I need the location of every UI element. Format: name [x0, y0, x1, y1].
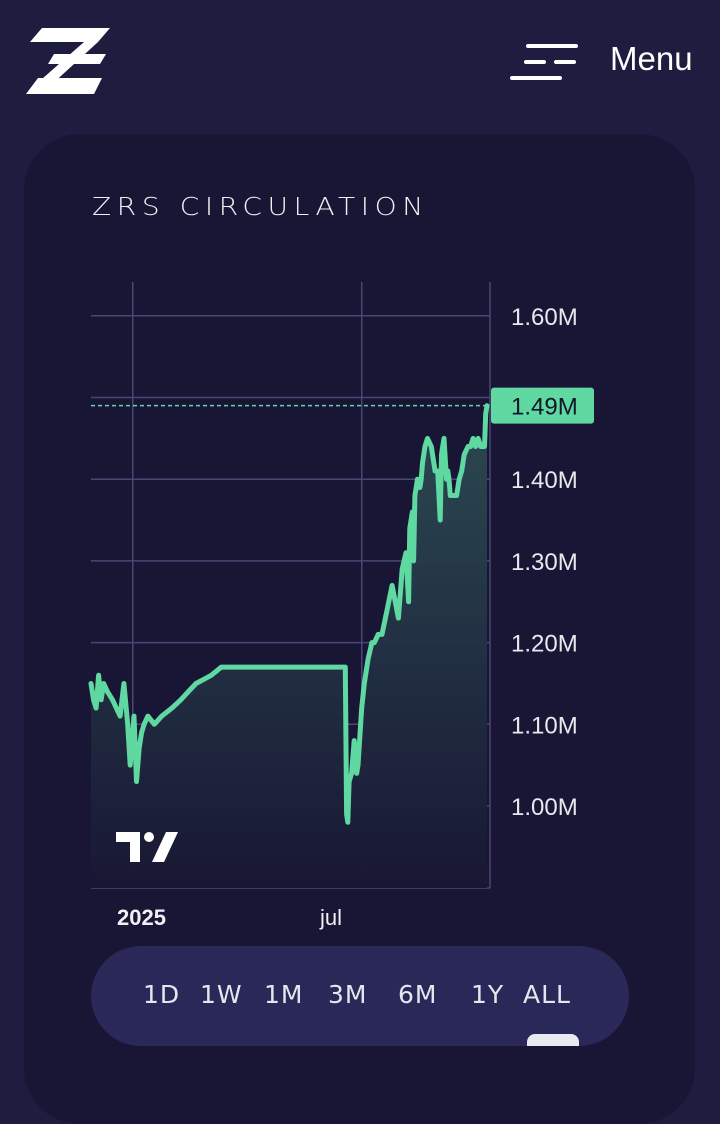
time-range-selector: 1D 1W 1M 3M 6M 1Y ALL — [91, 946, 629, 1046]
top-bar: Menu — [0, 0, 720, 130]
y-tick-label: 1.30M — [511, 549, 578, 576]
last-value-badge — [491, 387, 594, 424]
range-button-1w[interactable]: 1W — [200, 980, 243, 1009]
y-tick-label: 1.20M — [511, 631, 578, 658]
x-tick-label: 2025 — [117, 905, 166, 930]
x-tick-label: jul — [319, 905, 342, 930]
range-button-6m[interactable]: 6M — [398, 980, 438, 1009]
y-tick-label: 1.40M — [511, 467, 578, 494]
range-button-1y[interactable]: 1Y — [471, 980, 505, 1009]
circulation-chart[interactable]: 1.60M 1.40M 1.30M 1.20M 1.10M 1.00M 1.49M 2025 j… — [0, 0, 720, 1081]
range-button-1m[interactable]: 1M — [264, 980, 304, 1009]
y-tick-label: 1.10M — [511, 712, 578, 739]
chart-title: ZRS CIRCULATION — [92, 192, 429, 221]
zrs-logo-icon[interactable] — [24, 26, 112, 96]
menu-button[interactable]: Menu — [508, 38, 708, 86]
y-tick-label: 1.00M — [511, 794, 578, 821]
hamburger-menu-icon — [510, 44, 578, 80]
range-button-all[interactable]: ALL — [523, 980, 571, 1009]
selected-range-indicator — [527, 1034, 579, 1046]
range-button-1d[interactable]: 1D — [143, 980, 181, 1009]
menu-label: Menu — [610, 40, 693, 77]
last-value-label: 1.49M — [511, 394, 578, 421]
series-line[interactable] — [88, 403, 490, 825]
range-button-3m[interactable]: 3M — [328, 980, 368, 1009]
tradingview-logo-icon — [116, 832, 178, 862]
y-tick-label: 1.60M — [511, 304, 578, 331]
series-area-fill — [91, 405, 487, 888]
